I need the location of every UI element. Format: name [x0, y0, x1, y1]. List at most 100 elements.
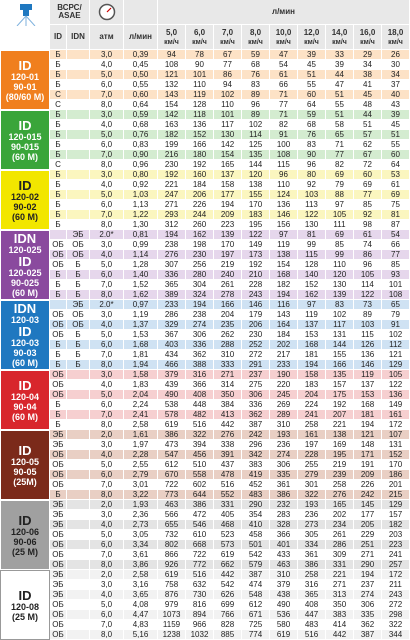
application-rate: 490: [158, 390, 186, 400]
application-rate: 161: [382, 410, 410, 420]
class-idn: [67, 500, 90, 510]
class-id: ЭБ: [50, 580, 67, 590]
application-rate: 221: [158, 180, 186, 190]
application-rate: 39: [298, 50, 326, 60]
label-line: 120-08: [10, 601, 40, 612]
application-rate: 313: [326, 590, 354, 600]
application-rate: 516: [186, 570, 214, 580]
application-rate: 573: [214, 540, 242, 550]
application-rate: 668: [186, 540, 214, 550]
pressure: 7,0: [90, 150, 124, 160]
label-line: 120-02: [10, 191, 40, 202]
label-line: 90-025: [10, 278, 40, 288]
class-id: [50, 300, 67, 310]
application-rate: 69: [354, 180, 382, 190]
class-idn: Б: [67, 350, 90, 360]
application-rate: 78: [186, 50, 214, 60]
label-line: ID: [18, 117, 32, 133]
application-rate: 115: [270, 160, 298, 170]
application-rate: 68: [298, 120, 326, 130]
class-id: Б: [50, 120, 67, 130]
application-rate: 67: [354, 150, 382, 160]
application-rate: 408: [186, 390, 214, 400]
class-id: С: [50, 100, 67, 110]
application-rate: 419: [242, 470, 270, 480]
application-rate: 516: [186, 420, 214, 430]
application-rate: 195: [326, 450, 354, 460]
pressure: 7,0: [90, 350, 124, 360]
application-rate: 96: [354, 260, 382, 270]
application-rate: 83: [242, 80, 270, 90]
application-rate: 96: [270, 170, 298, 180]
flow-rate: 0,39: [124, 50, 158, 60]
application-rate: 118: [186, 110, 214, 120]
speed-unit: км/ч: [164, 38, 179, 46]
class-id: ОБ: [50, 530, 67, 540]
application-rate: 157: [382, 510, 410, 520]
flow-rate: 3,05: [124, 530, 158, 540]
pressure: 3,0: [90, 510, 124, 520]
flow-rate: 1,53: [124, 330, 158, 340]
application-rate: 142: [214, 140, 242, 150]
application-rate: 155: [326, 350, 354, 360]
application-rate: 119: [354, 370, 382, 380]
application-rate: 172: [382, 570, 410, 580]
application-rate: 201: [382, 480, 410, 490]
pressure: 6,0: [90, 270, 124, 280]
speed-value: 10,0: [275, 27, 292, 37]
class-idn: [67, 130, 90, 140]
application-rate: 194: [298, 360, 326, 370]
application-rate: 216: [158, 150, 186, 160]
pressure: 8,0: [90, 420, 124, 430]
application-rate: 154: [214, 150, 242, 160]
class-idn: [67, 560, 90, 570]
application-rate: 289: [270, 410, 298, 420]
class-id: Б: [50, 490, 67, 500]
flow-rate: 5,16: [124, 630, 158, 640]
application-rate: 153: [298, 330, 326, 340]
application-rate: 184: [270, 330, 298, 340]
class-id: ОБ: [50, 540, 67, 550]
application-rate: 114: [354, 280, 382, 290]
flow-rate: 0,81: [124, 230, 158, 240]
speed-unit: км/ч: [304, 38, 319, 46]
application-rate: 626: [214, 590, 242, 600]
application-rate: 108: [158, 60, 186, 70]
application-rate: 98: [354, 220, 382, 230]
pressure: 5,0: [90, 390, 124, 400]
speed-unit: км/ч: [360, 38, 375, 46]
application-rate: 65: [382, 300, 410, 310]
application-rate: 96: [242, 100, 270, 110]
label-line: 120-06: [10, 526, 40, 537]
application-rate: 44: [354, 110, 382, 120]
application-rate: 211: [382, 580, 410, 590]
flow-rate: 2,55: [124, 460, 158, 470]
application-rate: 226: [186, 200, 214, 210]
label-line: 120-05: [10, 456, 40, 467]
class-id: Б: [50, 280, 67, 290]
application-rate: 60: [354, 170, 382, 180]
flow-rate: 2,73: [124, 520, 158, 530]
application-rate: 722: [158, 480, 186, 490]
application-rate: 103: [298, 190, 326, 200]
application-rate: 310: [270, 570, 298, 580]
class-id: Б: [50, 400, 67, 410]
application-rate: 233: [270, 360, 298, 370]
pressure: 7,0: [90, 620, 124, 630]
class-idn: Б: [67, 260, 90, 270]
application-rate: 45: [382, 120, 410, 130]
application-rate: 894: [186, 610, 214, 620]
application-rate: 223: [214, 220, 242, 230]
application-rate: 619: [158, 570, 186, 580]
application-rate: 548: [242, 590, 270, 600]
class-idn: [67, 540, 90, 550]
application-rate: 101: [382, 280, 410, 290]
application-rate: 29: [354, 50, 382, 60]
application-rate: 362: [186, 350, 214, 360]
class-id: Б: [50, 410, 67, 420]
application-rate: 333: [214, 360, 242, 370]
class-id: Б: [50, 60, 67, 70]
application-rate: 171: [354, 450, 382, 460]
application-rate: 158: [298, 370, 326, 380]
class-idn: [67, 410, 90, 420]
